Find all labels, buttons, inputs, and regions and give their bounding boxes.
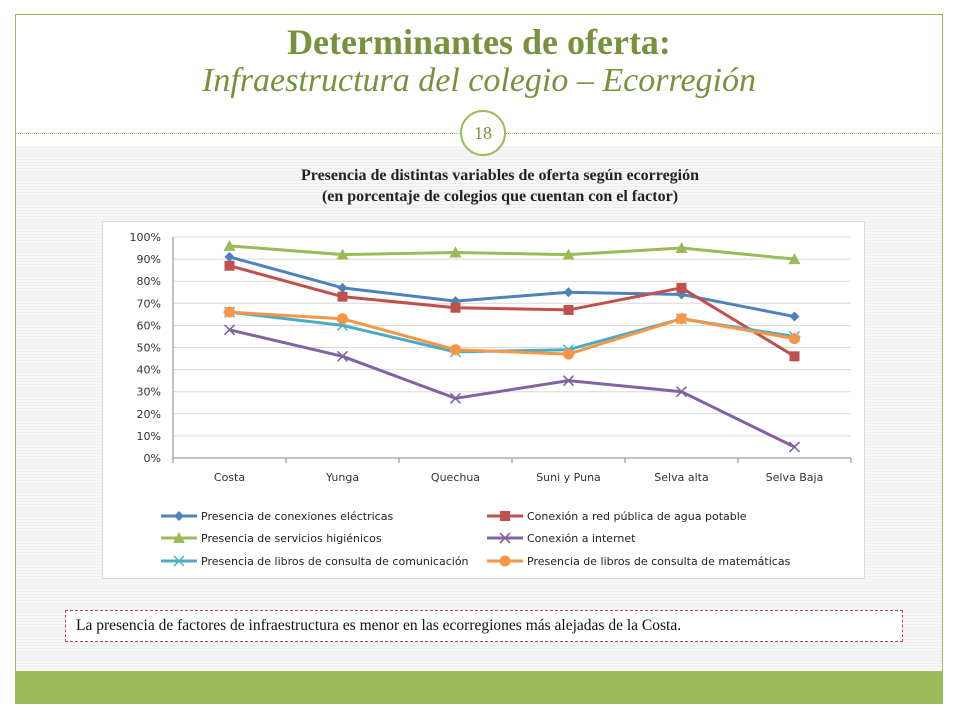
series-2 <box>223 239 801 265</box>
data-point <box>450 344 461 356</box>
data-point <box>563 304 574 315</box>
legend-marker <box>500 511 510 521</box>
chart-panel: 0% 10% 20% 30% 40% 50% 60% 70% 80% 90% 100% Costa Yu… <box>102 221 865 579</box>
data-point <box>675 386 688 398</box>
data-point <box>789 351 800 362</box>
legend-marker <box>499 532 511 544</box>
y-tick-label: 80% <box>137 275 161 288</box>
series-line <box>229 310 795 356</box>
x-tick-label: Suni y Puna <box>536 471 601 484</box>
data-point <box>676 282 687 293</box>
y-tick-label: 10% <box>137 430 161 443</box>
data-point <box>336 248 349 260</box>
slide-title-line2: Infraestructura del colegio – Ecorregión <box>202 62 756 100</box>
legend-label: Presencia de conexiones eléctricas <box>201 510 393 523</box>
data-point <box>789 311 800 322</box>
legend-item: Presencia de conexiones eléctricas <box>161 510 393 523</box>
y-tick-label: 100% <box>130 231 161 244</box>
line-chart: 0% 10% 20% 30% 40% 50% 60% 70% 80% 90% 100% Costa Yu… <box>130 231 852 568</box>
data-point <box>676 313 687 325</box>
data-point <box>224 306 235 318</box>
legend-item: Presencia de servicios higiénicos <box>161 532 382 545</box>
data-point <box>449 392 462 404</box>
legend-item: Conexión a internet <box>487 532 636 545</box>
chart-heading: Presencia de distintas variables de ofer… <box>100 165 900 207</box>
legend-label: Presencia de libros de consulta de matem… <box>527 555 791 568</box>
legend-label: Presencia de servicios higiénicos <box>201 532 382 545</box>
y-tick-label: 30% <box>137 386 161 399</box>
data-point <box>223 239 236 251</box>
page-number: 18 <box>460 110 506 156</box>
series-line <box>229 264 796 358</box>
data-point <box>788 253 801 265</box>
series-1 <box>224 260 800 362</box>
y-tick-label: 0% <box>144 452 161 465</box>
y-tick-label: 20% <box>137 408 161 421</box>
series-5 <box>224 306 800 360</box>
legend-marker <box>174 511 184 521</box>
axis-layer: 0% 10% 20% 30% 40% 50% 60% 70% 80% 90% 100% Costa Yu… <box>130 231 852 484</box>
data-point <box>337 282 348 293</box>
chart-heading-line1: Presencia de distintas variables de ofer… <box>300 167 700 184</box>
note-text: La presencia de factores de infraestruct… <box>76 617 682 634</box>
data-point <box>562 248 575 260</box>
data-point <box>788 441 801 453</box>
footer-bar <box>15 671 943 703</box>
x-tick-label: Yunga <box>325 471 359 484</box>
legend-label: Conexión a internet <box>527 532 636 545</box>
y-tick-label: 70% <box>137 297 161 310</box>
y-tick-label: 50% <box>137 342 161 355</box>
data-point <box>563 287 574 298</box>
legend-label: Presencia de libros de consulta de comun… <box>201 555 469 568</box>
legend-marker <box>173 555 185 567</box>
legend-marker <box>499 555 511 567</box>
data-point <box>562 375 575 387</box>
series-layer <box>223 239 801 453</box>
y-tick-label: 60% <box>137 319 161 332</box>
legend-item: Conexión a red pública de agua potable <box>487 510 747 523</box>
data-point <box>337 313 348 325</box>
legend-marker <box>173 532 185 543</box>
series-3 <box>223 324 801 453</box>
data-point <box>223 324 236 336</box>
chart-heading-line2: (en porcentaje de colegios que cuentan c… <box>321 188 679 205</box>
data-point <box>449 246 462 258</box>
data-point <box>789 333 800 345</box>
data-point <box>450 302 461 313</box>
grid-layer <box>173 236 851 459</box>
data-point <box>224 251 235 262</box>
slide-title-line1: Determinantes de oferta: <box>287 22 671 62</box>
slide-frame <box>15 14 943 704</box>
x-tick-label: Quechua <box>431 471 480 484</box>
series-line <box>229 328 796 449</box>
chart-legend: Presencia de conexiones eléctricas Conexi… <box>161 510 791 568</box>
legend-label: Conexión a red pública de agua potable <box>527 510 747 523</box>
series-line <box>229 244 795 261</box>
legend-item: Presencia de libros de consulta de matem… <box>487 555 791 568</box>
data-point <box>563 348 574 360</box>
data-point <box>337 291 348 302</box>
x-tick-label: Selva Baja <box>766 471 824 484</box>
x-tick-label: Costa <box>214 471 245 484</box>
slide-title: Determinantes de oferta: Infraestructura… <box>15 22 943 100</box>
y-tick-label: 40% <box>137 364 161 377</box>
legend-item: Presencia de libros de consulta de comun… <box>161 555 469 568</box>
data-point <box>336 350 349 362</box>
data-point <box>675 242 688 254</box>
y-tick-label: 90% <box>137 253 161 266</box>
note-box: La presencia de factores de infraestruct… <box>65 610 903 642</box>
data-point <box>224 260 235 271</box>
x-tick-label: Selva alta <box>654 471 708 484</box>
data-point <box>676 289 687 300</box>
